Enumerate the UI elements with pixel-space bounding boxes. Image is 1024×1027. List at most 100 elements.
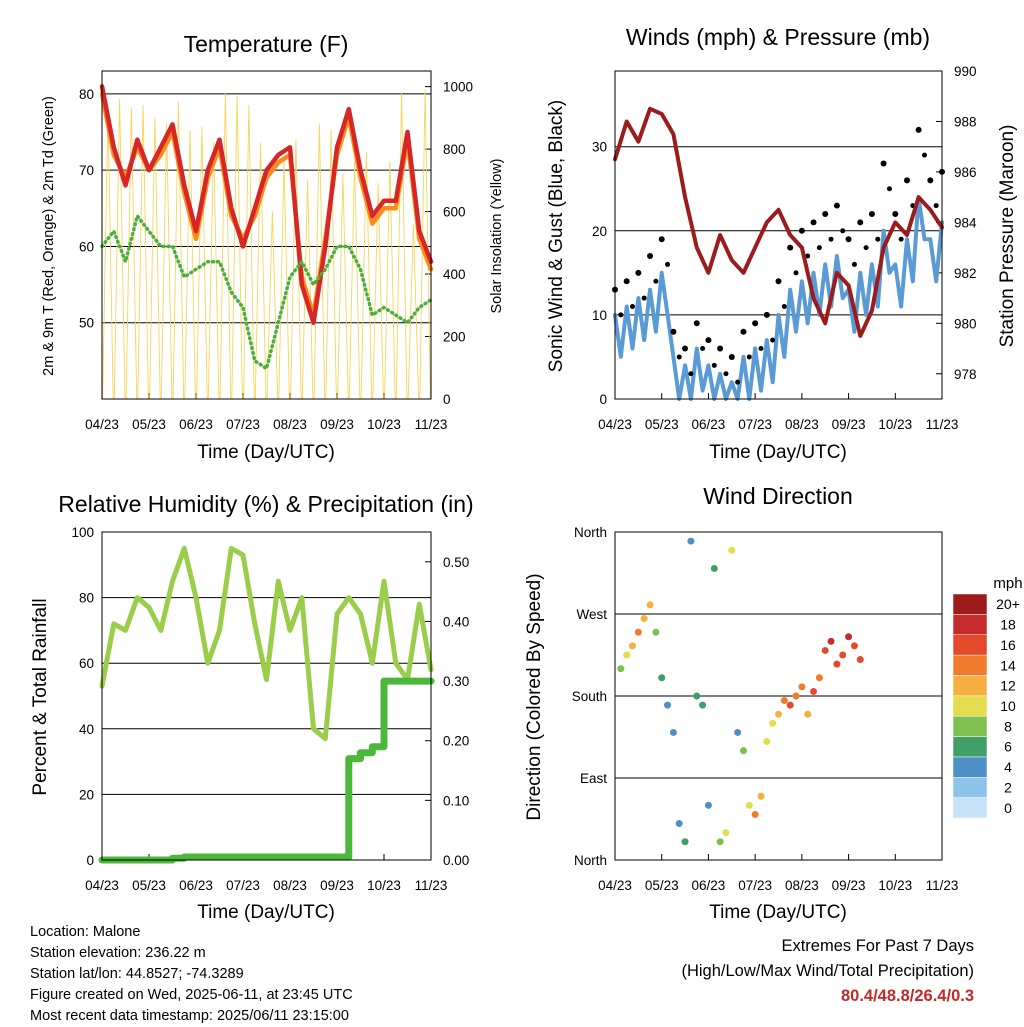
gust-point — [899, 237, 904, 242]
y-tick-label: South — [572, 689, 607, 704]
y-tick-label: North — [574, 853, 607, 868]
x-tick-label: 06/23 — [179, 878, 213, 893]
gust-point — [864, 245, 869, 250]
y2-tick-label: 0.30 — [443, 674, 469, 689]
y2-tick-label: 600 — [443, 205, 466, 220]
gust-point — [846, 236, 852, 242]
winds-title: Winds (mph) & Pressure (mb) — [626, 24, 930, 50]
direction-point — [798, 683, 805, 690]
y-tick-label: 50 — [79, 316, 94, 331]
gust-point — [875, 237, 880, 242]
x-tick-label: 09/23 — [832, 417, 866, 432]
direction-point — [623, 652, 630, 659]
gust-point — [892, 211, 898, 217]
direction-xlabel: Time (Day/UTC) — [709, 902, 847, 923]
direction-point — [746, 802, 753, 809]
direction-point — [839, 652, 846, 659]
plot-frame — [102, 71, 431, 399]
colorbar-label: 18 — [1000, 617, 1016, 633]
temperature-ylabel-left: 2m & 9m T (Red, Orange) & 2m Td (Green) — [41, 96, 57, 376]
colorbar-segment — [953, 635, 987, 655]
direction-title: Wind Direction — [703, 483, 853, 509]
y-tick-label: 0 — [599, 392, 607, 407]
colorbar-segment — [953, 655, 987, 675]
direction-point — [676, 820, 683, 827]
direction-point — [734, 729, 741, 736]
extremes-values: 80.4/48.8/26.4/0.3 — [681, 984, 974, 1009]
gust-point — [817, 245, 822, 250]
colorbar-label: 0 — [1004, 800, 1012, 816]
direction-point — [647, 601, 654, 608]
x-tick-label: 10/23 — [878, 417, 912, 432]
humidity-title: Relative Humidity (%) & Precipitation (i… — [58, 491, 473, 517]
gust-point — [764, 312, 770, 318]
humidity-ylabel-left: Percent & Total Rainfall — [30, 598, 51, 795]
direction-point — [722, 829, 729, 836]
x-tick-label: 11/23 — [926, 878, 959, 893]
x-tick-label: 04/23 — [598, 417, 632, 432]
colorbar-segment — [953, 614, 987, 634]
colorbar-label: 10 — [1000, 698, 1016, 714]
y2-tick-label: 0.50 — [443, 555, 469, 570]
gust-point — [717, 346, 723, 352]
direction-point — [699, 702, 706, 709]
extremes-box: Extremes For Past 7 Days (High/Low/Max W… — [681, 934, 974, 1009]
station-location: Location: Malone — [30, 922, 353, 943]
x-tick-label: 11/23 — [415, 878, 448, 893]
colorbar-segment — [953, 777, 987, 797]
gust-point — [665, 262, 670, 267]
winds-xlabel: Time (Day/UTC) — [709, 442, 847, 463]
gust-point — [642, 296, 647, 301]
direction-point — [658, 674, 665, 681]
gust-point — [758, 346, 763, 351]
colorbar-label: 6 — [1004, 739, 1012, 755]
gust-point — [857, 219, 863, 225]
colorbar-label: 2 — [1004, 779, 1012, 795]
y2-tick-label: 986 — [954, 165, 977, 180]
gust-point — [916, 127, 922, 133]
gust-point — [834, 203, 840, 209]
x-tick-label: 04/23 — [85, 878, 119, 893]
gust-point — [747, 354, 752, 359]
gust-point — [869, 211, 875, 217]
temperature-ylabel-right: Solar Insolation (Yellow) — [489, 158, 505, 313]
colorbar-segment — [953, 757, 987, 777]
y-tick-label: 40 — [79, 722, 94, 737]
gust-point — [729, 354, 735, 360]
x-tick-label: 11/23 — [926, 417, 959, 432]
y-tick-label: West — [576, 607, 607, 622]
colorbar-title: mph — [993, 575, 1022, 592]
gust-point — [647, 253, 653, 259]
x-tick-label: 07/23 — [226, 878, 260, 893]
x-tick-label: 05/23 — [132, 878, 166, 893]
y-tick-label: 80 — [79, 87, 94, 102]
direction-point — [670, 729, 677, 736]
direction-point — [810, 688, 817, 695]
y-tick-label: 100 — [71, 525, 94, 540]
y-tick-label: East — [580, 771, 607, 786]
direction-point — [652, 629, 659, 636]
gust-point — [822, 211, 828, 217]
y2-tick-label: 990 — [954, 64, 977, 79]
station-info: Location: Malone Station elevation: 236.… — [30, 922, 353, 1027]
gust-point — [700, 346, 705, 351]
y-tick-label: North — [574, 525, 607, 540]
direction-point — [664, 702, 671, 709]
gust-point — [794, 270, 799, 275]
y-tick-label: 70 — [79, 163, 94, 178]
gust-point — [688, 371, 693, 376]
y2-tick-label: 982 — [954, 266, 977, 281]
gust-point — [677, 354, 682, 359]
extremes-line2: (High/Low/Max Wind/Total Precipitation) — [681, 959, 974, 984]
x-tick-label: 08/23 — [785, 878, 819, 893]
direction-point — [641, 615, 648, 622]
x-tick-label: 07/23 — [226, 417, 260, 432]
colorbar-label: 20+ — [996, 596, 1020, 612]
y2-tick-label: 800 — [443, 142, 466, 157]
y-tick-label: 30 — [592, 140, 607, 155]
gust-point — [635, 270, 641, 276]
y2-tick-label: 0.40 — [443, 614, 469, 629]
x-tick-label: 10/23 — [878, 878, 912, 893]
direction-point — [705, 802, 712, 809]
direction-point — [617, 665, 624, 672]
